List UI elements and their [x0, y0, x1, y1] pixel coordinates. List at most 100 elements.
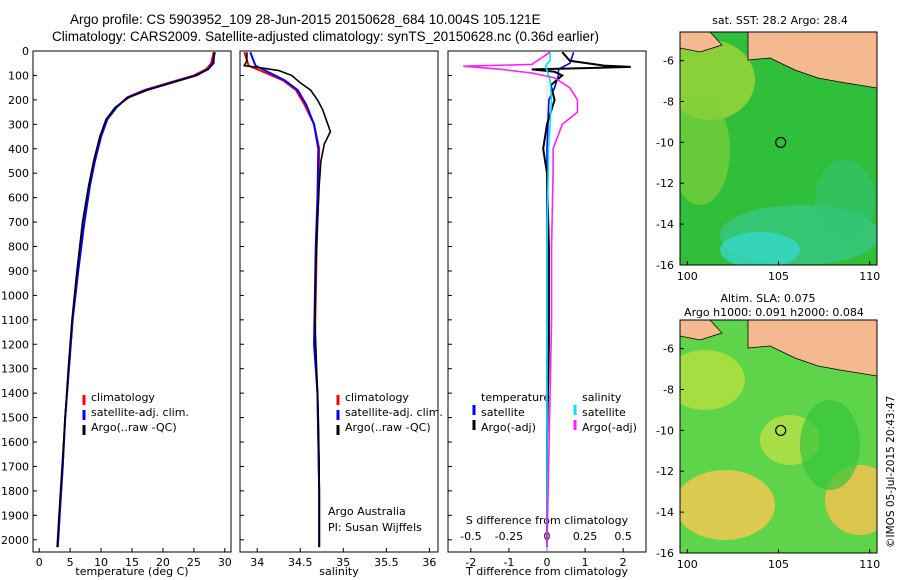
temperature-legend-label: climatology: [91, 391, 155, 404]
temperature-series-line: [56, 52, 216, 548]
difference-legend-label: satellite: [481, 406, 525, 419]
temperature-xtick-label: 20: [156, 556, 170, 569]
depth-tick-label: 1000: [1, 289, 29, 302]
sla-map-ytick-label: -14: [656, 506, 674, 519]
sst-map: [679, 31, 878, 266]
temperature-plot-frame: [32, 50, 232, 553]
difference-legend-label: Argo(-adj): [481, 421, 536, 434]
sla-low-patch: [800, 400, 860, 490]
sla-map-ytick-label: -8: [663, 383, 674, 396]
depth-tick-label: 1600: [1, 436, 29, 449]
salinity-annotation: Argo Australia: [328, 505, 406, 518]
difference-xtick-label: -2: [465, 556, 476, 569]
salinity-legend-label: satellite-adj. clim.: [345, 406, 443, 419]
salinity-xtick-label: 36: [422, 556, 436, 569]
difference-xtick-label: 1: [582, 556, 589, 569]
sla-map: [679, 319, 878, 554]
sst-map-ytick-label: -16: [656, 259, 674, 272]
depth-tick-label: 2000: [1, 534, 29, 547]
salinity-plot-frame: [239, 50, 439, 553]
depth-tick-label: 1300: [1, 363, 29, 376]
depth-tick-label: 600: [8, 192, 29, 205]
difference-legend-label: satellite: [582, 406, 626, 419]
salinity-legend-label: Argo(..raw -QC): [345, 421, 431, 434]
sst-land-sumatra: [680, 32, 723, 53]
depth-tick-label: 800: [8, 241, 29, 254]
difference-legend-header: salinity: [582, 391, 622, 404]
depth-tick-label: 200: [8, 94, 29, 107]
sla-map-ytick-label: -16: [656, 547, 674, 560]
sst-map-ytick-label: -12: [656, 177, 674, 190]
sst-map-ytick-label: -10: [656, 136, 674, 149]
salinity-legend-label: climatology: [345, 391, 409, 404]
temperature-xtick-label: 30: [218, 556, 232, 569]
temperature-xtick-label: 10: [94, 556, 108, 569]
sla-map-argo-position-marker: [775, 424, 787, 437]
salinity-xtick-label: 35: [336, 556, 350, 569]
depth-tick-label: 300: [8, 118, 29, 131]
sla-map-xtick-label: 105: [768, 558, 789, 571]
difference-legend-header: temperature: [481, 391, 550, 404]
sst-map-argo-position-marker: [775, 136, 787, 149]
sla-high-patch: [680, 350, 745, 410]
sst-map-title: sat. SST: 28.2 Argo: 28.4: [712, 14, 848, 27]
difference-xtick-label: 2: [620, 556, 627, 569]
difference-xlabel: T difference from climatology: [465, 565, 628, 578]
sst-land-java: [747, 32, 877, 89]
temperature-xtick-label: 0: [36, 556, 43, 569]
temperature-xtick-label: 5: [67, 556, 74, 569]
difference-legend-label: Argo(-adj): [582, 421, 637, 434]
sst-map-ytick-label: -8: [663, 95, 674, 108]
sla-map-title: Argo h1000: 0.091 h2000: 0.084: [684, 306, 864, 319]
difference-top-tick-label: 0.25: [573, 530, 598, 543]
sla-land-sumatra: [680, 320, 723, 341]
difference-top-tick-label: -0.5: [460, 530, 481, 543]
sla-map-ytick-label: -12: [656, 465, 674, 478]
sla-high-patch: [680, 470, 775, 540]
sst-cool-patch: [815, 160, 875, 240]
difference-xtick-label: -1: [503, 556, 514, 569]
title-line-1: Argo profile: CS 5903952_109 28-Jun-2015…: [70, 12, 541, 27]
temperature-legend-label: satellite-adj. clim.: [91, 406, 189, 419]
difference-xtick-label: 0: [544, 556, 551, 569]
sla-map-title: Altim. SLA: 0.075: [720, 292, 815, 305]
temperature-legend-label: Argo(..raw -QC): [91, 421, 177, 434]
difference-top-tick-label: -0.25: [495, 530, 523, 543]
depth-tick-label: 500: [8, 167, 29, 180]
title-line-2: Climatology: CARS2009. Satellite-adjuste…: [52, 29, 600, 44]
sla-map-ytick-label: -6: [663, 343, 674, 356]
salinity-xtick-label: 35.5: [374, 556, 399, 569]
sst-warm-patch: [680, 95, 730, 205]
depth-tick-label: 1700: [1, 460, 29, 473]
sst-map-ytick-label: -14: [656, 218, 674, 231]
salinity-annotation: PI: Susan Wijffels: [328, 521, 422, 534]
sla-map-xtick-label: 100: [677, 558, 698, 571]
salinity-xlabel: salinity: [319, 565, 359, 578]
sla-map-ytick-label: -10: [656, 424, 674, 437]
sla-land-java: [747, 320, 877, 377]
sst-map-xtick-label: 100: [677, 270, 698, 283]
depth-tick-label: 1900: [1, 509, 29, 522]
sst-map-xtick-label: 105: [768, 270, 789, 283]
sla-map-xtick-label: 110: [859, 558, 880, 571]
depth-tick-label: 1500: [1, 412, 29, 425]
depth-tick-label: 1200: [1, 338, 29, 351]
depth-tick-label: 0: [22, 45, 29, 58]
depth-tick-label: 700: [8, 216, 29, 229]
salinity-series-line: [243, 52, 332, 548]
difference-series-line: [544, 52, 553, 548]
sst-map-ytick-label: -6: [663, 55, 674, 68]
temperature-xtick-label: 25: [187, 556, 201, 569]
difference-top-tick-label: 0.5: [614, 530, 632, 543]
temperature-xlabel: temperature (deg C): [75, 565, 188, 578]
sst-cool-patch: [720, 232, 800, 265]
depth-tick-label: 1400: [1, 387, 29, 400]
depth-tick-label: 1100: [1, 314, 29, 327]
depth-tick-label: 900: [8, 265, 29, 278]
salinity-xtick-label: 34: [250, 556, 264, 569]
depth-tick-label: 1800: [1, 485, 29, 498]
depth-tick-label: 100: [8, 69, 29, 82]
depth-tick-label: 400: [8, 143, 29, 156]
salinity-xtick-label: 34.5: [288, 556, 313, 569]
